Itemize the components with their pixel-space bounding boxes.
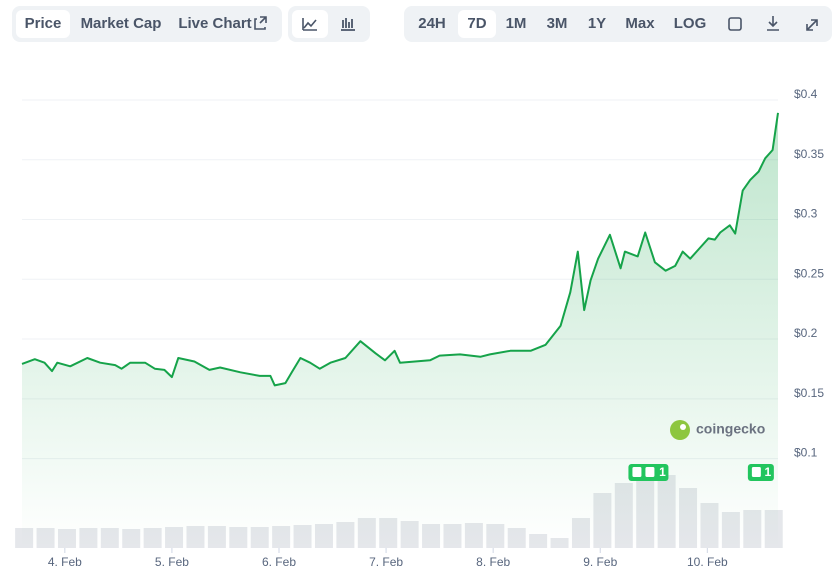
range[interactable]: 1Y bbox=[588, 15, 606, 32]
badge-label: 1 bbox=[765, 465, 772, 479]
tab-group bbox=[12, 6, 282, 42]
range[interactable]: 24H bbox=[418, 15, 446, 32]
y-tick-label: $0.35 bbox=[794, 147, 824, 161]
line-icon bbox=[302, 18, 317, 31]
y-tick-label: $0.3 bbox=[794, 207, 818, 221]
price-line bbox=[21, 112, 779, 387]
badge-icon bbox=[751, 467, 761, 477]
y-tick-label: $0.15 bbox=[794, 386, 824, 400]
event-badge[interactable]: 1 bbox=[747, 464, 774, 481]
x-tick-label: 9. Feb bbox=[583, 555, 617, 569]
y-tick-label: $0.1 bbox=[794, 446, 818, 460]
badge-icon bbox=[645, 467, 655, 477]
tab[interactable]: Market Cap bbox=[81, 15, 162, 32]
x-tick-label: 10. Feb bbox=[687, 555, 728, 569]
x-tick-label: 6. Feb bbox=[262, 555, 296, 569]
watermark: coingecko bbox=[670, 420, 765, 440]
y-tick-label: $0.4 bbox=[794, 87, 818, 101]
range[interactable]: 7D bbox=[467, 15, 486, 32]
watermark-logo-eye bbox=[680, 424, 686, 430]
event-badge[interactable]: 1 bbox=[628, 464, 669, 481]
badge-label: 1 bbox=[659, 465, 666, 479]
plot-area: $0.1 $0.15 $0.2 $0.25 $0.3 $0.35 $0.4 4. Feb 5. … bbox=[15, 87, 824, 569]
fullscreen-icon[interactable] bbox=[806, 19, 818, 31]
range[interactable]: 3M bbox=[547, 15, 568, 32]
tab[interactable]: Live Chart bbox=[178, 15, 251, 32]
candle-icon[interactable] bbox=[341, 18, 355, 31]
range-active bbox=[458, 10, 496, 38]
x-tick-label: 5. Feb bbox=[155, 555, 189, 569]
badge-icon bbox=[632, 467, 642, 477]
x-tick-label: 8. Feb bbox=[476, 555, 510, 569]
toolbar: Price Market Cap Live Chart 24H 7D 1M 3M… bbox=[12, 6, 832, 42]
price-area bbox=[22, 112, 778, 549]
x-tick-label: 4. Feb bbox=[48, 555, 82, 569]
calendar-icon[interactable] bbox=[728, 17, 742, 31]
range[interactable]: 1M bbox=[506, 15, 527, 32]
y-tick-label: $0.2 bbox=[794, 326, 818, 340]
range-group bbox=[404, 6, 832, 42]
range[interactable]: LOG bbox=[674, 15, 707, 32]
x-tick-label: 7. Feb bbox=[369, 555, 403, 569]
watermark-logo bbox=[670, 420, 690, 440]
tab-active bbox=[16, 10, 70, 38]
external-icon bbox=[254, 16, 267, 30]
watermark-text: coingecko bbox=[696, 421, 765, 437]
y-tick-label: $0.25 bbox=[794, 266, 824, 280]
tab[interactable]: Price bbox=[25, 15, 62, 32]
download-icon[interactable] bbox=[767, 16, 779, 31]
range[interactable]: Max bbox=[625, 15, 655, 32]
